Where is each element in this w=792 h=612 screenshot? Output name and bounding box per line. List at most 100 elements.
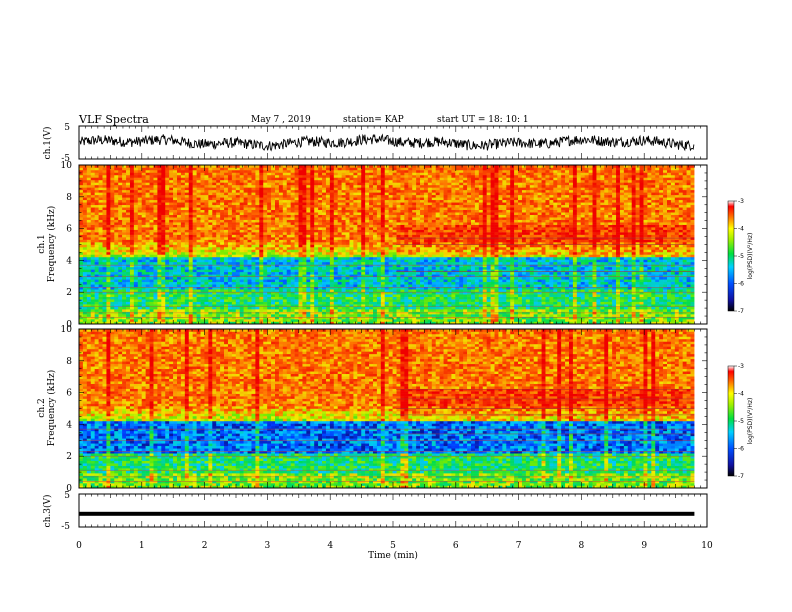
heatmap-cell	[278, 167, 284, 171]
heatmap-cell	[204, 214, 209, 218]
heatmap-cell	[267, 179, 272, 183]
heatmap-cell	[126, 207, 131, 211]
heatmap-cell	[173, 299, 178, 302]
heatmap-cell	[212, 192, 217, 196]
heatmap-cell	[204, 187, 209, 191]
heatmap-cell	[212, 244, 217, 248]
heatmap-cell	[329, 204, 335, 208]
heatmap-cell	[188, 246, 193, 250]
heatmap-cell	[353, 281, 358, 285]
heatmap-cell	[82, 227, 88, 230]
heatmap-cell	[294, 197, 299, 201]
heatmap-cell	[271, 189, 276, 193]
heatmap-cell	[267, 301, 272, 305]
heatmap-cell	[322, 187, 327, 191]
heatmap-cell	[161, 284, 166, 288]
heatmap-cell	[290, 214, 295, 218]
heatmap-cell	[145, 246, 150, 250]
heatmap-cell	[216, 289, 221, 292]
heatmap-cell	[145, 189, 150, 193]
heatmap-cell	[341, 174, 346, 178]
heatmap-cell	[137, 246, 143, 250]
heatmap-cell	[173, 227, 178, 230]
heatmap-cell	[294, 209, 299, 213]
heatmap-cell	[247, 187, 252, 191]
heatmap-cell	[102, 301, 107, 305]
heatmap-cell	[361, 179, 366, 183]
heatmap-cell	[94, 321, 99, 325]
heatmap-cell	[196, 304, 201, 307]
heatmap-cell	[110, 244, 115, 248]
heatmap-cell	[110, 259, 115, 263]
heatmap-cell	[212, 214, 217, 218]
heatmap-cell	[82, 207, 88, 211]
heatmap-cell	[231, 242, 237, 245]
heatmap-cell	[302, 309, 307, 312]
heatmap-cell	[298, 207, 303, 211]
heatmap-cell	[278, 266, 284, 270]
heatmap-cell	[141, 246, 146, 250]
heatmap-cell	[247, 251, 252, 255]
heatmap-cell	[129, 284, 135, 288]
heatmap-cell	[204, 199, 209, 203]
heatmap-cell	[133, 259, 139, 263]
heatmap-cell	[298, 237, 303, 240]
heatmap-cell	[271, 264, 276, 268]
heatmap-cell	[231, 165, 237, 168]
heatmap-cell	[200, 227, 205, 230]
heatmap-cell	[79, 192, 84, 196]
heatmap-cell	[314, 214, 319, 218]
heatmap-cell	[267, 209, 272, 213]
heatmap-cell	[369, 284, 374, 288]
heatmap-cell	[357, 187, 362, 191]
heatmap-cell	[282, 165, 288, 168]
heatmap-cell	[231, 299, 237, 302]
heatmap-cell	[251, 276, 256, 280]
heatmap-cell	[259, 301, 264, 305]
heatmap-cell	[224, 306, 229, 310]
heatmap-cell	[200, 264, 205, 268]
heatmap-cell	[278, 219, 284, 223]
heatmap-cell	[353, 291, 358, 295]
heatmap-cell	[133, 309, 139, 312]
heatmap-cell	[137, 222, 143, 225]
heatmap-cell	[314, 289, 319, 292]
heatmap-cell	[369, 242, 374, 245]
heatmap-cell	[251, 197, 256, 201]
heatmap-cell	[220, 224, 225, 228]
heatmap-cell	[247, 169, 252, 173]
heatmap-cell	[325, 276, 331, 280]
heatmap-cell	[271, 281, 276, 285]
heatmap-cell	[180, 256, 186, 260]
heatmap-cell	[169, 194, 174, 198]
heatmap-cell	[200, 202, 205, 206]
heatmap-cell	[145, 294, 150, 297]
heatmap-cell	[314, 256, 319, 260]
heatmap-cell	[208, 314, 213, 317]
heatmap-cell	[251, 309, 256, 312]
heatmap-cell	[149, 296, 154, 300]
heatmap-cell	[149, 219, 154, 223]
heatmap-cell	[333, 259, 339, 263]
heatmap-cell	[180, 269, 186, 273]
heatmap-cell	[110, 182, 115, 186]
heatmap-cell	[318, 259, 323, 263]
heatmap-cell	[255, 194, 260, 198]
heatmap-cell	[216, 299, 221, 302]
heatmap-cell	[247, 182, 252, 186]
heatmap-cell	[98, 299, 103, 302]
heatmap-cell	[349, 294, 354, 297]
heatmap-cell	[188, 167, 193, 171]
heatmap-cell	[306, 177, 311, 181]
heatmap-cell	[302, 281, 307, 285]
heatmap-cell	[169, 172, 174, 176]
heatmap-cell	[184, 222, 190, 225]
heatmap-cell	[110, 227, 115, 230]
heatmap-cell	[114, 256, 119, 260]
heatmap-cell	[145, 199, 150, 203]
heatmap-cell	[365, 261, 370, 265]
heatmap-cell	[212, 256, 217, 260]
heatmap-cell	[169, 269, 174, 273]
heatmap-cell	[278, 177, 284, 181]
heatmap-cell	[259, 251, 264, 255]
